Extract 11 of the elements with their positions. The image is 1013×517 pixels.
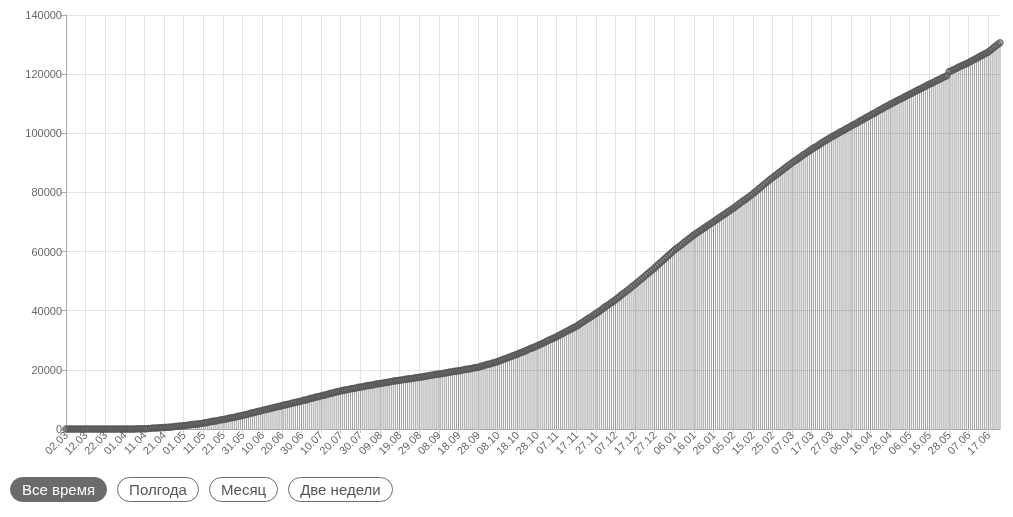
y-tick-label: 120000 xyxy=(25,68,62,81)
y-tick-label: 40000 xyxy=(31,304,62,317)
y-tick-label: 100000 xyxy=(25,127,62,140)
y-tick-label: 60000 xyxy=(31,245,62,258)
y-tick-label: 140000 xyxy=(25,9,62,21)
y-tick-label: 80000 xyxy=(31,186,62,199)
pill-button: Две недели xyxy=(288,477,393,502)
y-tick-label: 20000 xyxy=(31,363,62,376)
pill-button: Все время xyxy=(10,477,108,502)
pill-button: Полгода xyxy=(117,477,199,502)
pill-button: Месяц xyxy=(208,477,279,502)
